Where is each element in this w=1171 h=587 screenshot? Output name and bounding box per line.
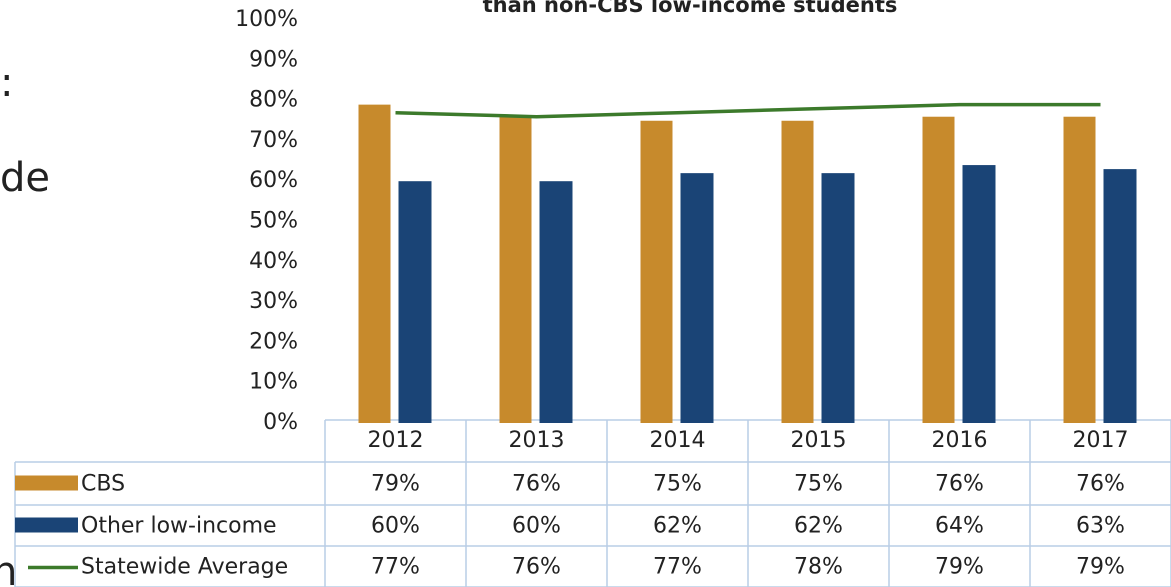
- line: [395, 102, 1101, 119]
- y-tick-label: 50%: [249, 209, 298, 234]
- data-label: 76%: [512, 472, 561, 497]
- y-tick-label: 40%: [249, 249, 298, 274]
- side-text: n: [0, 549, 17, 587]
- side-text: de: [0, 155, 50, 201]
- y-tick-label: 0%: [263, 410, 298, 435]
- data-label: 79%: [1076, 555, 1125, 580]
- legend-key: [15, 475, 78, 491]
- data-label: 76%: [512, 555, 561, 580]
- y-tick-label: 10%: [249, 370, 298, 395]
- data-label: 76%: [1076, 472, 1125, 497]
- data-label: 77%: [653, 555, 702, 580]
- x-tick-label: 2016: [932, 428, 988, 453]
- legend-label: CBS: [81, 472, 125, 497]
- y-tick-label: 100%: [235, 7, 298, 32]
- y-tick-label: 70%: [249, 128, 298, 153]
- bar: [1103, 169, 1137, 423]
- data-label: 64%: [935, 514, 984, 539]
- side-text: :: [0, 60, 13, 106]
- bar: [821, 173, 855, 423]
- data-label: 63%: [1076, 514, 1125, 539]
- x-tick-label: 2017: [1073, 428, 1129, 453]
- bar: [539, 181, 573, 423]
- y-tick-label: 20%: [249, 329, 298, 354]
- y-tick-label: 60%: [249, 168, 298, 193]
- data-label: 76%: [935, 472, 984, 497]
- data-label: 78%: [794, 555, 843, 580]
- data-label: 75%: [653, 472, 702, 497]
- legend-key: [15, 517, 78, 533]
- bar: [358, 104, 391, 423]
- chart-title: than non-CBS low-income students: [483, 0, 898, 17]
- bar: [640, 120, 673, 423]
- data-label: 79%: [371, 472, 420, 497]
- bar: [398, 181, 432, 423]
- legend-label: Other low-income: [81, 514, 277, 539]
- data-label: 79%: [935, 555, 984, 580]
- bar: [781, 120, 814, 423]
- bar: [680, 173, 714, 423]
- bar: [499, 116, 532, 423]
- y-tick-label: 80%: [249, 88, 298, 113]
- x-tick-label: 2015: [791, 428, 847, 453]
- bar: [922, 116, 955, 423]
- y-tick-label: 90%: [249, 47, 298, 72]
- data-label: 60%: [371, 514, 420, 539]
- data-label: 77%: [371, 555, 420, 580]
- data-label: 62%: [794, 514, 843, 539]
- bar: [962, 165, 996, 423]
- data-label: 62%: [653, 514, 702, 539]
- y-tick-label: 30%: [249, 289, 298, 314]
- x-tick-label: 2013: [509, 428, 565, 453]
- x-tick-label: 2014: [650, 428, 706, 453]
- x-tick-label: 2012: [368, 428, 424, 453]
- legend-label: Statewide Average: [81, 555, 288, 580]
- bar: [1063, 116, 1096, 423]
- data-label: 60%: [512, 514, 561, 539]
- data-label: 75%: [794, 472, 843, 497]
